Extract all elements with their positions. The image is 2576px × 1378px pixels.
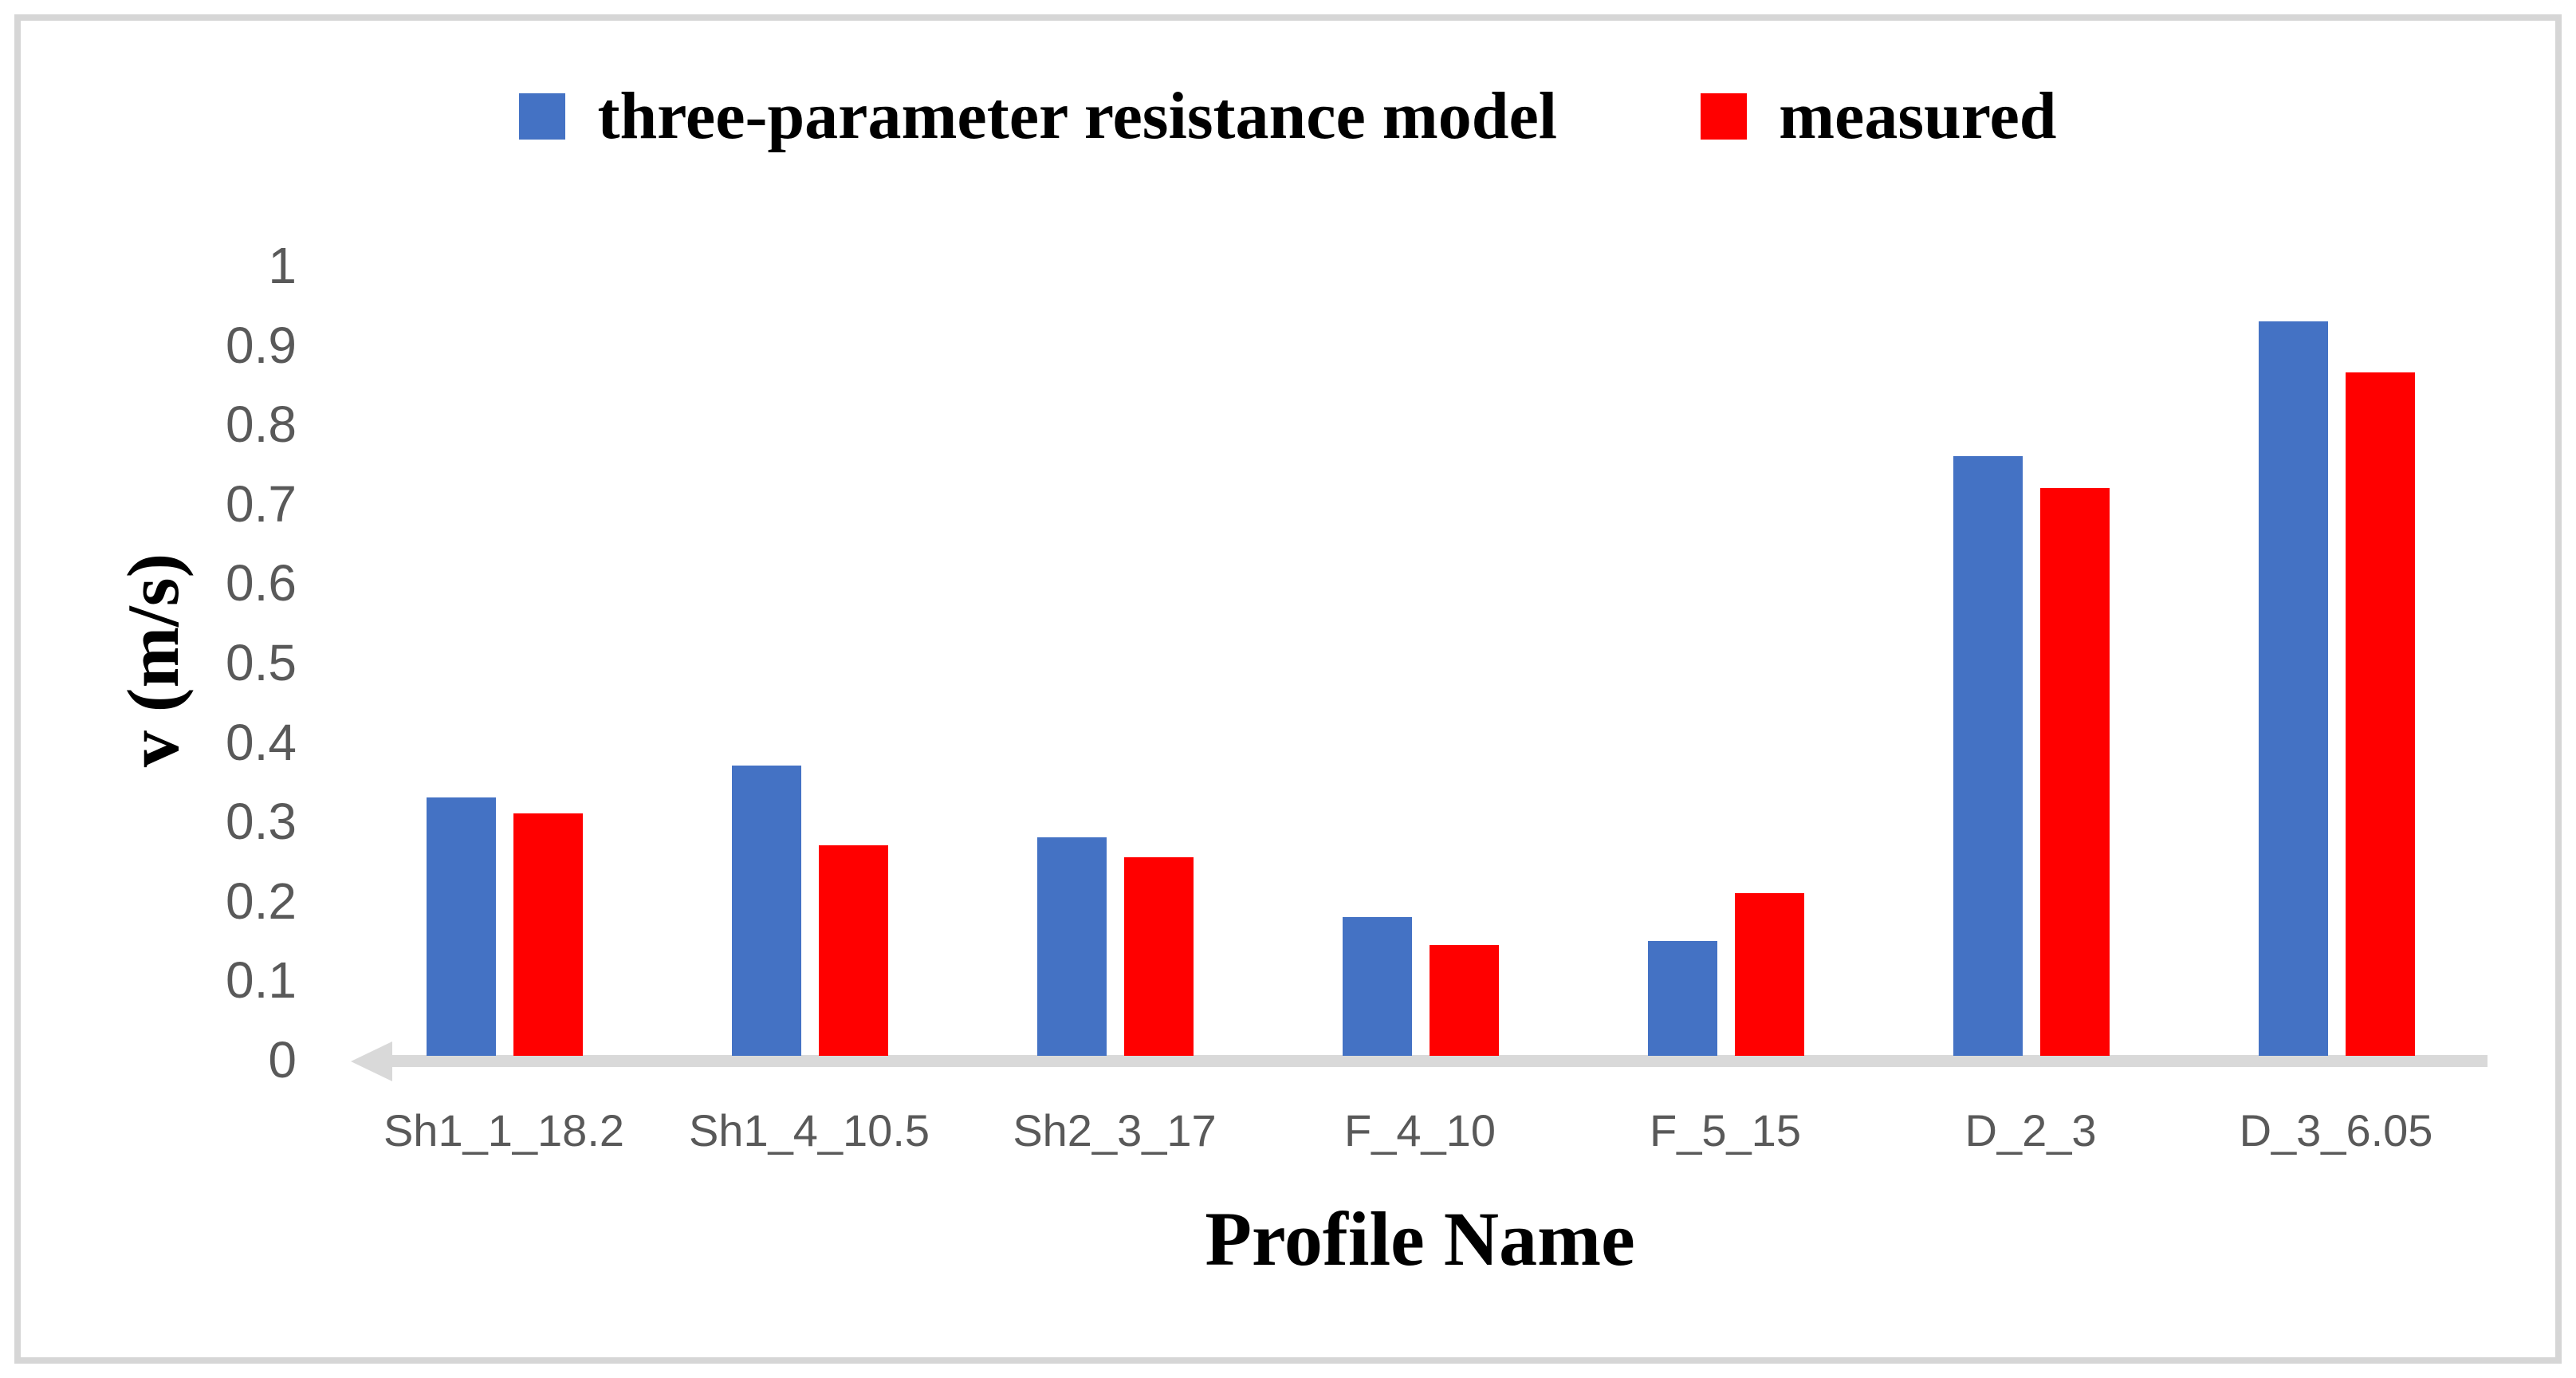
legend-item-model: three-parameter resistance model xyxy=(519,79,1558,153)
legend-swatch-model xyxy=(519,93,566,140)
x-tick-label-D_2_3: D_2_3 xyxy=(1964,1105,2097,1156)
bar-measured-Sh2_3_17 xyxy=(1124,857,1194,1056)
bar-measured-Sh1_4_10.5 xyxy=(819,845,888,1056)
y-tick-label-0.2: 0.2 xyxy=(226,872,297,930)
legend-swatch-measured xyxy=(1701,93,1748,140)
y-tick-label-0.4: 0.4 xyxy=(226,713,297,771)
bar-model-F_5_15 xyxy=(1648,940,1717,1056)
legend-item-measured: measured xyxy=(1701,79,2057,153)
x-tick-label-Sh2_3_17: Sh2_3_17 xyxy=(1013,1105,1217,1156)
y-tick-label-0: 0 xyxy=(268,1031,297,1089)
y-tick-label-0.3: 0.3 xyxy=(226,793,297,851)
figure-border xyxy=(14,14,2562,1364)
bar-measured-D_3_6.05 xyxy=(2346,372,2415,1056)
bar-measured-F_5_15 xyxy=(1735,892,1804,1056)
y-tick-label-0.9: 0.9 xyxy=(226,316,297,374)
y-tick-label-0.6: 0.6 xyxy=(226,554,297,612)
y-tick-label-0.7: 0.7 xyxy=(226,474,297,533)
x-tick-label-D_3_6.05: D_3_6.05 xyxy=(2239,1105,2433,1156)
bar-model-D_2_3 xyxy=(1953,456,2023,1056)
x-axis-title: Profile Name xyxy=(1205,1196,1635,1282)
bar-model-D_3_6.05 xyxy=(2259,321,2328,1056)
chart-legend: three-parameter resistance model measure… xyxy=(0,79,2576,153)
y-tick-label-0.1: 0.1 xyxy=(226,951,297,1010)
x-tick-label-Sh1_4_10.5: Sh1_4_10.5 xyxy=(688,1105,930,1156)
bar-model-F_4_10 xyxy=(1343,916,1412,1056)
bar-model-Sh2_3_17 xyxy=(1037,837,1107,1056)
y-tick-label-0.5: 0.5 xyxy=(226,634,297,691)
y-tick-label-0.8: 0.8 xyxy=(226,396,297,454)
legend-label-model: three-parameter resistance model xyxy=(597,79,1558,153)
bar-model-Sh1_4_10.5 xyxy=(732,766,801,1056)
legend-label-measured: measured xyxy=(1779,79,2057,153)
bar-measured-F_4_10 xyxy=(1430,944,1499,1056)
x-axis-arrowhead-icon xyxy=(351,1041,392,1081)
x-axis-line xyxy=(389,1055,2488,1067)
x-tick-label-Sh1_1_18.2: Sh1_1_18.2 xyxy=(383,1105,625,1156)
x-tick-label-F_5_15: F_5_15 xyxy=(1650,1105,1801,1156)
bar-model-Sh1_1_18.2 xyxy=(427,797,496,1056)
bar-measured-D_2_3 xyxy=(2040,487,2110,1056)
x-tick-label-F_4_10: F_4_10 xyxy=(1344,1105,1496,1156)
y-tick-label-1: 1 xyxy=(268,237,297,294)
bar-measured-Sh1_1_18.2 xyxy=(513,813,583,1056)
